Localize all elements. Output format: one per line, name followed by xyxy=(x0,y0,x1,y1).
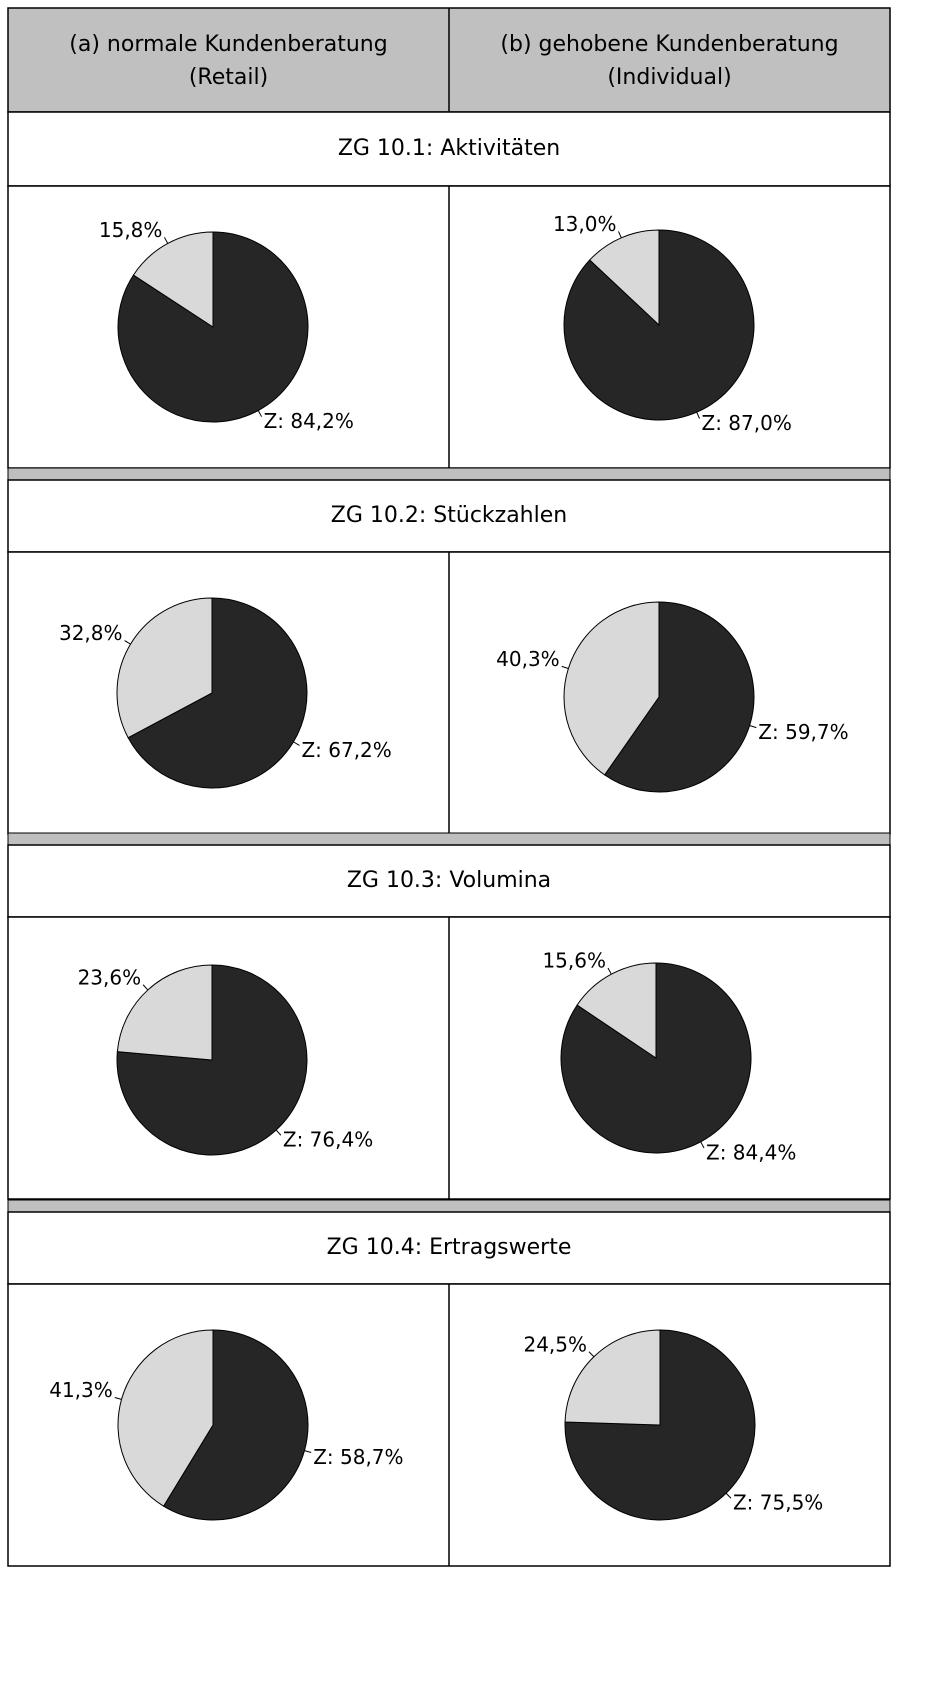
leader-line xyxy=(607,967,612,975)
column-header: (a) normale Kundenberatung xyxy=(69,32,387,57)
pie-slice xyxy=(127,597,308,789)
column-header: (Retail) xyxy=(189,65,268,90)
pie-slice xyxy=(564,1329,661,1426)
data-label: Z: 59,7% xyxy=(758,720,848,744)
section-title: ZG 10.1: Aktivitäten xyxy=(338,136,560,161)
section-title-cell xyxy=(7,1211,891,1285)
data-label: 32,8% xyxy=(59,621,123,645)
column-header: (Individual) xyxy=(607,65,731,90)
leader-line xyxy=(725,1492,732,1499)
column-header: (b) gehobene Kundenberatung xyxy=(500,32,838,57)
leader-line xyxy=(304,1450,312,1454)
leader-line xyxy=(700,1141,705,1149)
data-label: Z: 76,4% xyxy=(283,1128,373,1152)
data-label: 13,0% xyxy=(553,212,617,236)
data-label: 23,6% xyxy=(78,965,142,989)
leader-line xyxy=(749,725,757,729)
pie-slice xyxy=(116,964,308,1156)
separator xyxy=(7,1199,891,1213)
leader-line xyxy=(696,411,700,419)
pie-slice xyxy=(162,1329,309,1521)
pie-slice xyxy=(576,962,657,1059)
separator xyxy=(7,832,891,846)
data-label: Z: 67,2% xyxy=(301,738,391,762)
separator xyxy=(7,467,891,481)
data-label: 40,3% xyxy=(496,647,560,671)
leader-line xyxy=(561,665,569,669)
leader-line xyxy=(618,231,622,239)
pie-slice xyxy=(132,231,214,328)
leader-line xyxy=(142,984,149,991)
data-label: Z: 75,5% xyxy=(733,1491,823,1515)
pie-slice xyxy=(117,1329,214,1507)
leader-line xyxy=(114,1396,122,1400)
leader-line xyxy=(257,410,263,417)
leader-line xyxy=(163,237,169,244)
data-label: Z: 58,7% xyxy=(313,1445,403,1469)
pie-slice xyxy=(563,601,660,776)
data-label: Z: 84,2% xyxy=(264,409,354,433)
section-title: ZG 10.3: Volumina xyxy=(347,868,551,893)
leader-line xyxy=(275,1129,282,1136)
data-label: Z: 84,4% xyxy=(706,1140,796,1164)
pie-slice xyxy=(116,597,213,739)
data-label: Z: 87,0% xyxy=(702,411,792,435)
data-label: 15,8% xyxy=(99,218,163,242)
section-title: ZG 10.4: Ertragswerte xyxy=(327,1235,572,1260)
leader-line xyxy=(588,1351,595,1358)
data-label: 15,6% xyxy=(542,949,606,973)
section-title-cell xyxy=(7,479,891,553)
section-title: ZG 10.2: Stückzahlen xyxy=(331,503,567,528)
leader-line xyxy=(293,741,300,746)
leader-line xyxy=(124,640,131,645)
data-label: 24,5% xyxy=(523,1332,587,1356)
pie-slice xyxy=(560,962,752,1154)
data-label: 41,3% xyxy=(49,1378,113,1402)
section-title-cell xyxy=(7,111,891,187)
